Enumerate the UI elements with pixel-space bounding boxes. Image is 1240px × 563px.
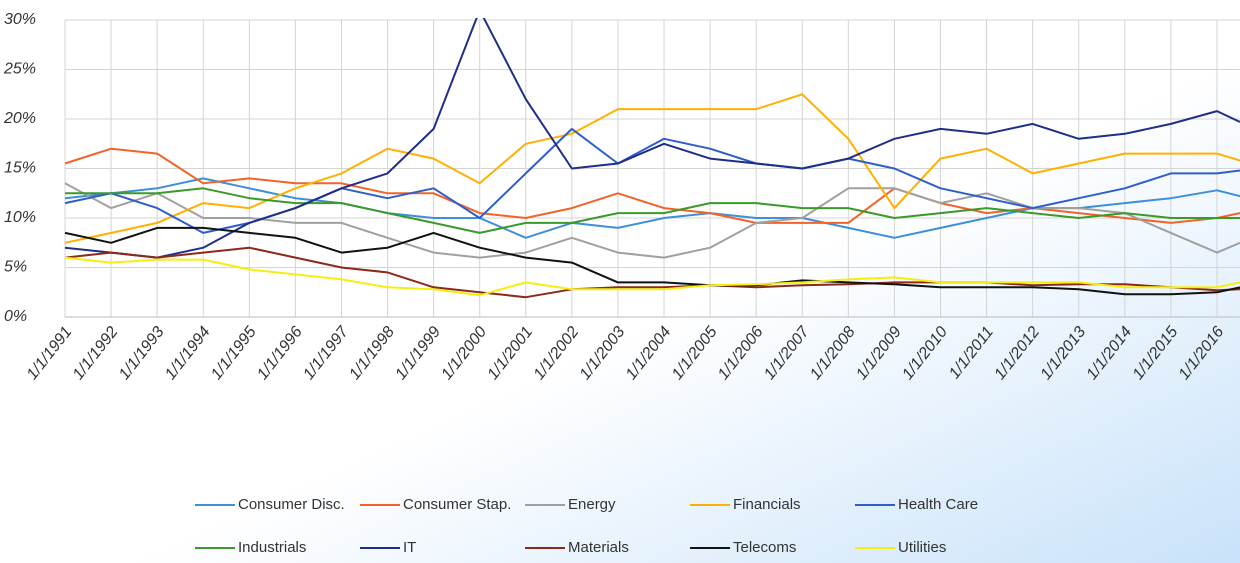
series-line	[64, 147, 1240, 224]
legend: Consumer Disc. Consumer Stap. Energy Financ…	[195, 496, 978, 556]
y-tick-label: 25%	[3, 61, 36, 78]
y-tick-label: 0%	[4, 308, 27, 325]
legend-label: Consumer Stap.	[403, 496, 511, 513]
series-line	[64, 182, 1240, 259]
y-tick-label: 10%	[4, 209, 36, 226]
y-tick-label: 20%	[3, 110, 36, 127]
legend-label: Industrials	[238, 539, 306, 556]
series-line	[64, 18, 1240, 259]
plot-area	[64, 18, 1240, 299]
series-line	[64, 226, 1240, 296]
legend-label: Energy	[568, 496, 616, 513]
legend-label: Utilities	[898, 539, 946, 556]
legend-label: Health Care	[898, 496, 978, 513]
legend-label: Consumer Disc.	[238, 496, 345, 513]
y-tick-label: 30%	[4, 11, 36, 28]
legend-label: Telecoms	[733, 539, 796, 556]
series-line	[65, 187, 1240, 234]
series-line	[64, 256, 1240, 297]
grid	[64, 19, 1240, 318]
legend-label: Materials	[568, 539, 629, 556]
y-tick-label: 5%	[4, 259, 27, 276]
y-tick-label: 15%	[4, 160, 36, 177]
legend-label: IT	[403, 539, 416, 556]
series-line	[64, 246, 1240, 299]
legend-label: Financials	[733, 496, 801, 513]
series-line	[64, 93, 1240, 244]
